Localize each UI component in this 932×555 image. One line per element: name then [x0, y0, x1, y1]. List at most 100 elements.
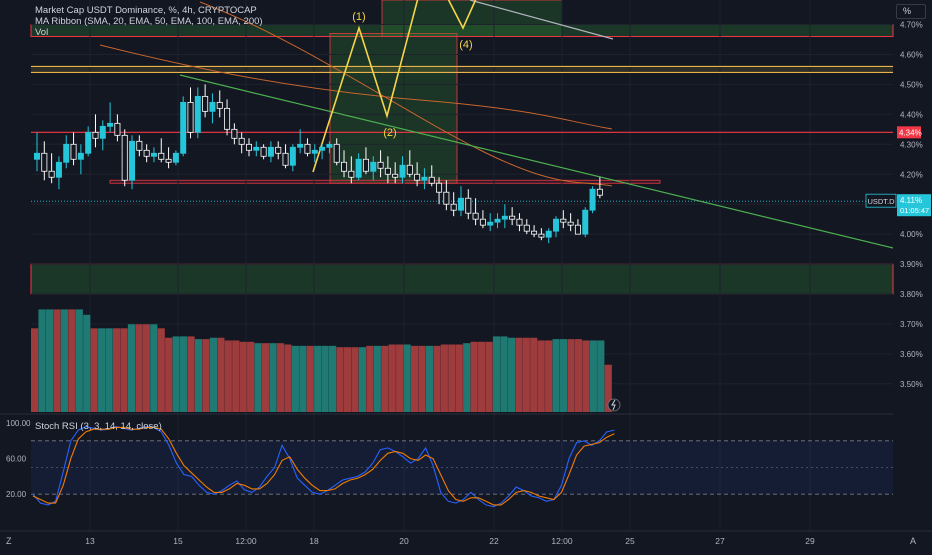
symbol-tag-label: USDT.D: [867, 197, 895, 206]
candle-body: [267, 146, 274, 157]
ma-ribbon-legend: MA Ribbon (SMA, 20, EMA, 50, EMA, 100, E…: [35, 16, 263, 27]
candle-body: [99, 125, 106, 139]
volume-bar: [410, 345, 419, 412]
candle-body: [589, 188, 596, 211]
volume-bar: [455, 344, 463, 412]
candle-body: [297, 143, 304, 148]
price-tick-label: 4.50%: [900, 80, 923, 89]
price-tick-label: 4.20%: [900, 170, 923, 179]
candle-body: [384, 167, 391, 175]
wave-label: (1): [352, 11, 365, 23]
time-tick-label: 13: [85, 536, 95, 546]
volume-bar: [485, 341, 493, 412]
percent-scale-button[interactable]: %: [896, 4, 926, 19]
volume-bar: [306, 345, 314, 412]
candle-body: [545, 230, 552, 238]
auto-scale-label[interactable]: A: [910, 536, 917, 546]
volume-bar: [403, 344, 411, 412]
candle-body: [187, 101, 194, 133]
candle-body: [399, 164, 406, 178]
volume-bar: [545, 340, 553, 412]
volume-bar: [396, 344, 404, 412]
candle-body: [129, 140, 136, 181]
candle-body: [392, 173, 399, 178]
candle-body: [341, 161, 348, 172]
price-tick-label: 3.90%: [900, 260, 923, 269]
volume-bar: [343, 347, 352, 412]
volume-legend: Vol: [35, 27, 49, 38]
price-tick-label: 4.40%: [900, 110, 923, 119]
volume-bar: [388, 344, 396, 412]
volume-bar: [604, 364, 612, 412]
volume-bar: [433, 345, 441, 412]
volume-bar: [53, 309, 61, 412]
candle-body: [158, 152, 165, 160]
volume-bar: [470, 341, 478, 412]
price-tick-label: 3.80%: [900, 290, 923, 299]
wave-label: (2): [383, 127, 396, 139]
symbol-tag-box: [865, 193, 897, 208]
candle-body: [275, 146, 282, 154]
price-tick-label: 4.30%: [900, 140, 923, 149]
volume-bar: [83, 314, 91, 412]
volume-bar: [284, 344, 292, 412]
candle-body: [516, 218, 523, 226]
volume-bar: [336, 347, 344, 412]
volume-bar: [537, 340, 545, 412]
trend-line-upper: [469, 0, 614, 40]
stoch-tick-label: 20.00: [6, 490, 27, 499]
volume-bar: [478, 341, 486, 412]
lightning-icon: [611, 399, 616, 411]
candle-body: [172, 152, 179, 163]
candle-body: [596, 188, 603, 196]
candle-body: [143, 149, 150, 157]
volume-bar: [463, 343, 471, 412]
candle-body: [77, 152, 84, 160]
candle-body: [63, 143, 70, 163]
countdown-tag: 01:05:47: [900, 206, 929, 215]
volume-bar: [120, 328, 128, 412]
volume-bar: [239, 341, 247, 412]
red-level-tag: 4.34%: [899, 128, 922, 137]
volume-bar: [381, 345, 389, 412]
candle-body: [487, 221, 494, 226]
candle-body: [107, 122, 114, 127]
price-tick-label: 4.70%: [900, 21, 923, 30]
volume-bar: [329, 345, 337, 412]
volume-bar: [373, 345, 381, 412]
candle-body: [362, 158, 369, 172]
stoch-k-line: [32, 426, 615, 508]
volume-bar: [150, 324, 158, 412]
candle-body: [553, 218, 560, 232]
candle-body: [180, 101, 187, 154]
candle-body: [34, 152, 41, 160]
volume-bar: [574, 339, 583, 412]
candle-body: [501, 215, 508, 220]
volume-bar: [31, 328, 39, 412]
candle-body: [414, 173, 421, 181]
volume-bar: [440, 344, 448, 412]
volume-bar: [351, 347, 359, 412]
last-price-tag-box: [897, 194, 931, 217]
volume-bar: [269, 343, 277, 412]
chart-title: Market Cap USDT Dominance, %, 4h, CRYPTO…: [35, 5, 257, 16]
volume-bar: [68, 309, 76, 412]
volume-bar: [522, 337, 530, 412]
yellow-band: [31, 66, 893, 73]
stoch-tick-label: 60.00: [6, 455, 27, 464]
ema-100-line: [199, 1, 613, 187]
wave-label: (4): [459, 39, 472, 51]
candle-body: [333, 143, 340, 163]
volume-bar: [448, 344, 456, 412]
candle-body: [114, 122, 121, 136]
candle-body: [260, 146, 267, 157]
volume-bar: [194, 339, 203, 412]
volume-bar: [209, 337, 217, 412]
candle-body: [443, 191, 450, 205]
zoom-reset-label[interactable]: Z: [6, 536, 12, 546]
stoch-tick-label: 100.00: [6, 419, 31, 428]
volume-bar: [165, 337, 173, 412]
volume-bar: [582, 340, 590, 412]
